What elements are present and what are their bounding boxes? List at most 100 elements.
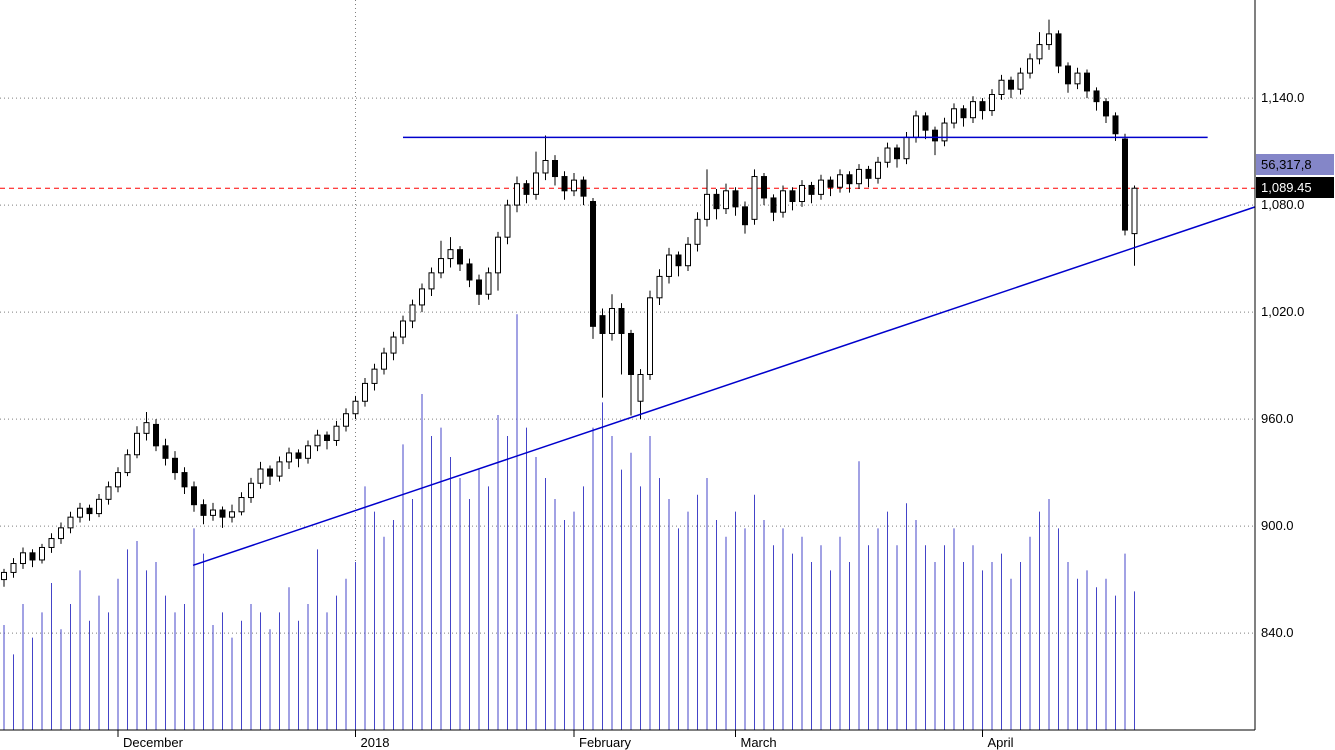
candle-body-down	[86, 507, 93, 515]
volume-value-tag: 56,317,8	[1256, 154, 1334, 175]
candle-body-down	[960, 108, 967, 119]
candle-body-up	[105, 486, 112, 500]
candle-body-down	[742, 206, 748, 226]
candle-body-up	[1036, 44, 1043, 60]
month-label: March	[741, 735, 777, 750]
candle-body-up	[419, 288, 425, 306]
candle-body-down	[200, 504, 207, 516]
candle-body-down	[476, 279, 482, 295]
candle-body-up	[1131, 187, 1138, 235]
candle-body-up	[124, 454, 131, 474]
candle-body-up	[884, 147, 891, 163]
candle-body-up	[875, 161, 881, 179]
candle-body-up	[1027, 58, 1033, 74]
candle-body-down	[865, 168, 872, 179]
candle-body-up	[656, 275, 663, 299]
candle-body-down	[1055, 33, 1062, 67]
candle-body-down	[732, 190, 739, 208]
candle-body-down	[1103, 101, 1109, 117]
candle-body-up	[438, 258, 444, 274]
candle-body-up	[903, 136, 910, 160]
candle-body-up	[780, 190, 786, 213]
y-axis-label: 1,140.0	[1261, 90, 1304, 105]
candle-body-down	[457, 249, 463, 265]
candle-body-down	[561, 176, 568, 192]
candle-body-up	[390, 336, 397, 354]
candle-body-up	[276, 461, 283, 477]
candle-body-up	[951, 108, 957, 124]
candle-body-down	[1112, 115, 1119, 135]
candle-body-up	[20, 552, 26, 565]
candle-body-up	[1046, 33, 1052, 46]
candle-body-up	[998, 79, 1005, 96]
candle-body-down	[191, 486, 197, 506]
candle-body-down	[162, 445, 169, 459]
candle-body-up	[989, 94, 995, 112]
candle-body-down	[770, 197, 777, 213]
last-price-tag: 1,089.45	[1256, 177, 1334, 198]
candle-body-down	[172, 457, 178, 474]
candle-body-down	[894, 147, 900, 160]
candle-body-down	[761, 176, 767, 199]
candle-body-up	[504, 204, 511, 238]
candle-body-up	[647, 297, 653, 375]
candle-body-up	[10, 563, 17, 573]
trend-line	[192, 206, 1256, 567]
candle-body-up	[913, 115, 919, 138]
candle-body-up	[381, 352, 387, 370]
candle-body-up	[1017, 72, 1024, 90]
candle-body-up	[238, 497, 245, 513]
candle-body-down	[628, 332, 634, 375]
candle-body-down	[1084, 72, 1090, 92]
candle-body-up	[48, 538, 55, 548]
candle-body-up	[333, 425, 340, 441]
candle-body-up	[305, 445, 311, 459]
candle-body-up	[637, 373, 644, 402]
candle-body-up	[229, 511, 235, 518]
candle-body-down	[1122, 138, 1128, 231]
candle-body-down	[922, 115, 929, 131]
candle-body-down	[846, 174, 853, 185]
candle-body-up	[571, 179, 577, 192]
candle-body-up	[115, 472, 121, 488]
y-axis-label: 1,020.0	[1261, 304, 1304, 319]
candle-body-down	[267, 468, 273, 477]
candle-body-up	[704, 193, 710, 220]
candle-body-up	[314, 434, 321, 447]
candle-body-up	[371, 368, 378, 384]
y-axis-label: 900.0	[1261, 518, 1294, 533]
candle-body-up	[96, 498, 102, 515]
candle-body-up	[409, 304, 416, 322]
candle-body-up	[447, 249, 454, 260]
candle-body-down	[295, 452, 302, 459]
candle-body-up	[58, 527, 64, 540]
candle-body-up	[818, 179, 824, 195]
candle-body-up	[941, 122, 948, 142]
candle-body-down	[1093, 90, 1100, 103]
candle-body-up	[685, 243, 691, 267]
y-axis-label: 960.0	[1261, 411, 1294, 426]
candle-body-up	[609, 308, 615, 334]
candle-body-down	[932, 129, 938, 142]
candle-body-up	[343, 413, 349, 427]
candle-body-down	[1065, 65, 1071, 85]
candle-body-up	[362, 382, 368, 402]
month-label: 2018	[361, 735, 390, 750]
candle-body-down	[789, 190, 796, 203]
candle-body-up	[210, 509, 216, 516]
candle-body-up	[257, 468, 264, 484]
candle-body-down	[552, 159, 558, 178]
candle-body-down	[29, 552, 36, 561]
candle-body-up	[514, 183, 520, 206]
candle-body-up	[666, 254, 672, 277]
candle-body-down	[466, 263, 473, 281]
candle-body-down	[713, 193, 720, 210]
month-label: December	[123, 735, 184, 750]
candle-body-up	[400, 320, 406, 338]
candle-body-down	[808, 184, 815, 195]
candle-body-down	[181, 472, 188, 488]
candle-body-down	[618, 308, 625, 334]
candle-body-up	[485, 272, 492, 295]
